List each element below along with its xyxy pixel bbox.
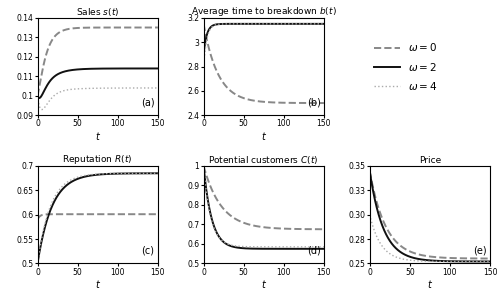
X-axis label: $t$: $t$ — [427, 278, 433, 290]
Title: Average time to breakdown $b(t)$: Average time to breakdown $b(t)$ — [191, 5, 336, 18]
Text: (a): (a) — [141, 97, 154, 107]
X-axis label: $t$: $t$ — [260, 130, 267, 142]
Text: (e): (e) — [473, 246, 487, 256]
Title: Price: Price — [418, 156, 441, 165]
Text: (c): (c) — [141, 246, 154, 256]
Title: Reputation $R(t)$: Reputation $R(t)$ — [62, 153, 133, 166]
Title: Sales $s(t)$: Sales $s(t)$ — [76, 6, 120, 18]
Text: (b): (b) — [307, 97, 321, 107]
Title: Potential customers $C(t)$: Potential customers $C(t)$ — [208, 154, 319, 166]
X-axis label: $t$: $t$ — [94, 130, 100, 142]
Legend: $\omega = 0$, $\omega = 2$, $\omega = 4$: $\omega = 0$, $\omega = 2$, $\omega = 4$ — [370, 37, 442, 96]
X-axis label: $t$: $t$ — [94, 278, 100, 290]
Text: (d): (d) — [307, 246, 321, 256]
X-axis label: $t$: $t$ — [260, 278, 267, 290]
